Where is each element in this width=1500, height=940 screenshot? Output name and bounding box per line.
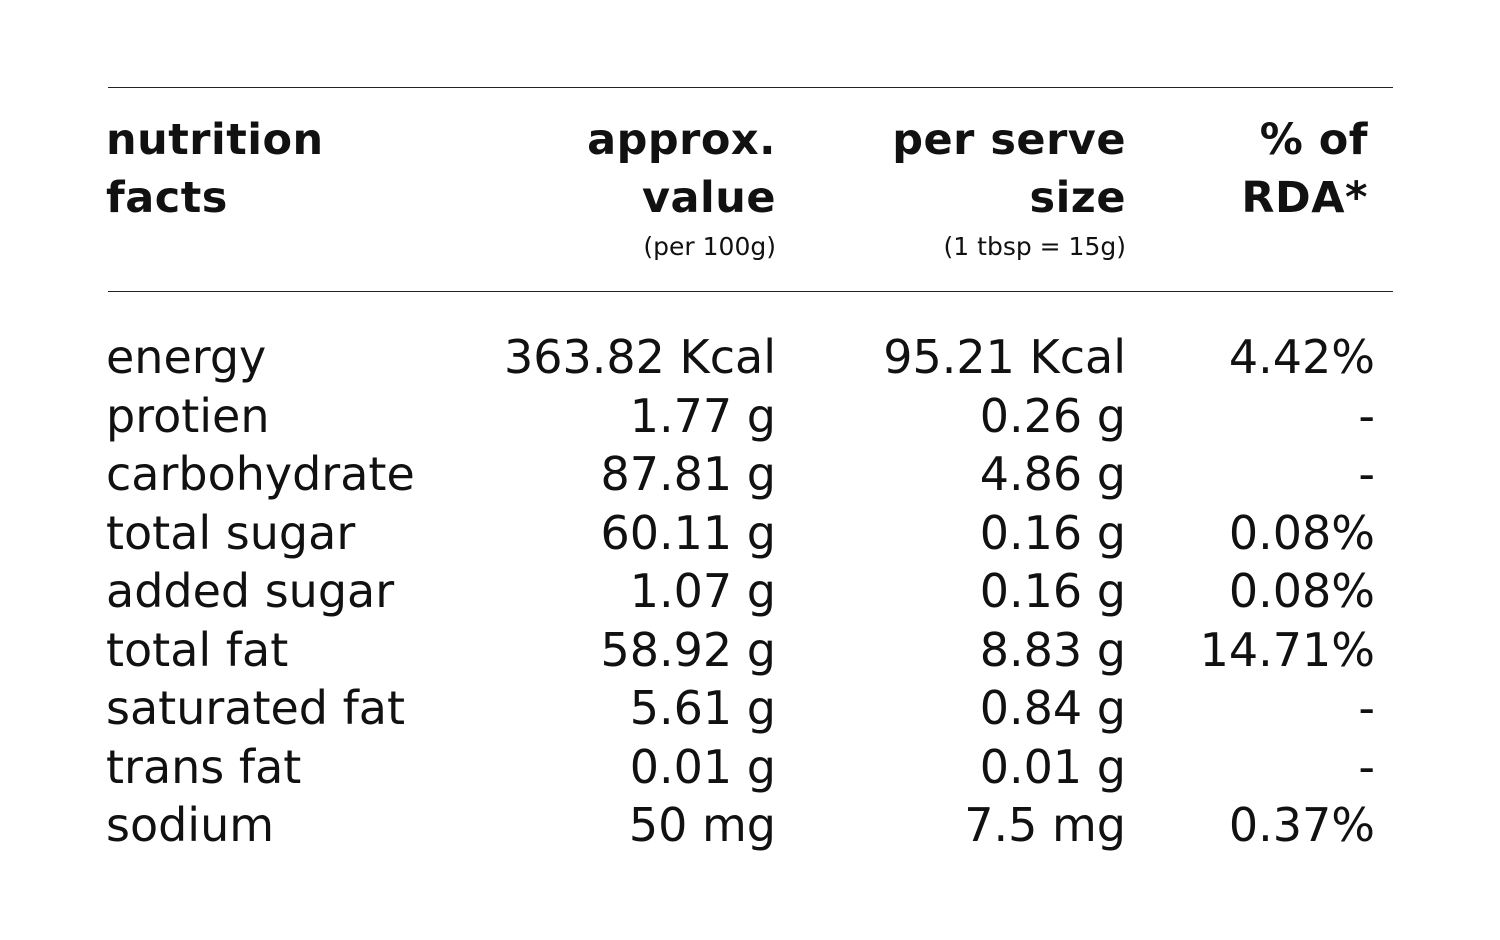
nutrient-name: total fat (106, 622, 289, 677)
value-rda: 0.08% (1228, 505, 1375, 560)
value-per-serve: 4.86 g (979, 447, 1126, 501)
value-rda: 14.71% (1199, 622, 1375, 677)
value-rda: 0.08% (1228, 564, 1375, 618)
nutrient-name: protien (106, 388, 270, 443)
nutrient-name: sodium (106, 798, 275, 852)
nutrient-name: carbohydrate (106, 447, 415, 501)
value-per-serve: 95.21 Kcal (883, 330, 1126, 384)
value-per-serve: 0.84 g (979, 681, 1126, 735)
header-col1-line2: facts (106, 173, 228, 223)
header-col2-line1: approx. (587, 115, 776, 165)
value-per-100g: 50 mg (628, 798, 776, 852)
value-per-100g: 87.81 g (600, 447, 776, 501)
value-rda: - (1358, 681, 1375, 735)
nutrient-name: saturated fat (106, 681, 406, 735)
header-col1-line1: nutrition (106, 115, 324, 165)
nutrient-name: energy (106, 330, 267, 384)
table-row: sodium 50 mg 7.5 mg 0.37% (0, 796, 1500, 855)
table-row: energy 363.82 Kcal 95.21 Kcal 4.42% (0, 328, 1500, 387)
value-rda: - (1358, 739, 1375, 794)
table-row: total sugar 60.11 g 0.16 g 0.08% (0, 504, 1500, 563)
value-per-100g: 60.11 g (600, 505, 776, 560)
value-per-serve: 0.01 g (979, 739, 1126, 794)
value-per-serve: 0.16 g (979, 564, 1126, 618)
table-row: total fat 58.92 g 8.83 g 14.71% (0, 621, 1500, 680)
table-row: protien 1.77 g 0.26 g - (0, 387, 1500, 446)
header-col3-line1: per serve (892, 115, 1126, 165)
header-nutrition-facts: nutrition facts (106, 111, 324, 227)
value-rda: - (1358, 388, 1375, 443)
value-per-100g: 0.01 g (629, 739, 776, 794)
value-per-100g: 5.61 g (629, 681, 776, 735)
header-col3-line2: size (1029, 173, 1126, 223)
header-divider (108, 291, 1393, 292)
header-approx-value: approx. value (per 100g) (587, 111, 776, 267)
header-col3-sub: (1 tbsp = 15g) (943, 232, 1126, 261)
value-rda: 0.37% (1228, 798, 1375, 852)
table-row: trans fat 0.01 g 0.01 g - (0, 738, 1500, 797)
value-per-serve: 0.26 g (979, 388, 1126, 443)
table-row: carbohydrate 87.81 g 4.86 g - (0, 445, 1500, 504)
header-col4-line2: RDA* (1241, 173, 1368, 223)
header-per-serve-size: per serve size (1 tbsp = 15g) (892, 111, 1126, 267)
value-per-100g: 1.07 g (629, 564, 776, 618)
value-per-serve: 8.83 g (979, 622, 1126, 677)
header-col2-sub: (per 100g) (643, 232, 776, 261)
header-col2-line2: value (641, 173, 776, 223)
header-col4-line1: % of (1259, 115, 1368, 165)
value-rda: 4.42% (1228, 330, 1375, 384)
nutrient-name: total sugar (106, 505, 356, 560)
value-rda: - (1358, 447, 1375, 501)
value-per-100g: 363.82 Kcal (503, 330, 776, 384)
value-per-serve: 7.5 mg (964, 798, 1126, 852)
nutrient-name: added sugar (106, 564, 395, 618)
value-per-100g: 1.77 g (629, 388, 776, 443)
value-per-serve: 0.16 g (979, 505, 1126, 560)
table-row: added sugar 1.07 g 0.16 g 0.08% (0, 562, 1500, 621)
value-per-100g: 58.92 g (600, 622, 776, 677)
top-rule (108, 87, 1393, 88)
table-row: saturated fat 5.61 g 0.84 g - (0, 679, 1500, 738)
nutrition-table-body: energy 363.82 Kcal 95.21 Kcal 4.42% prot… (0, 328, 1500, 855)
nutrient-name: trans fat (106, 739, 302, 794)
header-percent-rda: % of RDA* (1241, 111, 1368, 227)
